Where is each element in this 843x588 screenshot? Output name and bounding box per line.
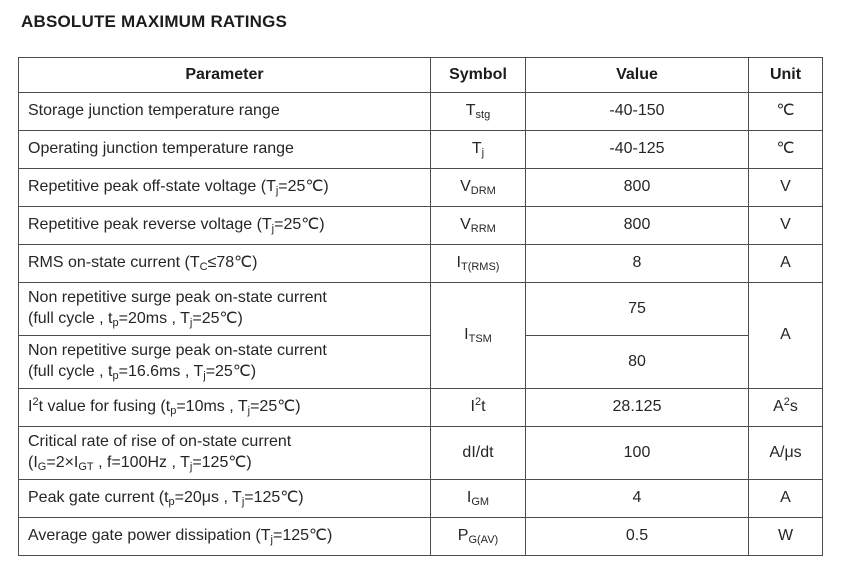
unit-cell: W bbox=[748, 517, 823, 556]
parameter-cell: Average gate power dissipation (Tj=125℃) bbox=[18, 517, 431, 556]
unit-cell: A/μs bbox=[748, 426, 823, 480]
absolute-maximum-ratings-table: Parameter Symbol Value Unit Storage junc… bbox=[18, 57, 823, 556]
value-cell: 800 bbox=[525, 168, 749, 207]
table-row: I2t value for fusing (tp=10ms , Tj=25℃) … bbox=[18, 388, 823, 427]
col-header-value: Value bbox=[525, 57, 749, 93]
col-header-parameter: Parameter bbox=[18, 57, 431, 93]
value-cell: 800 bbox=[525, 206, 749, 245]
table-row: Critical rate of rise of on-state curren… bbox=[18, 426, 823, 480]
unit-cell: V bbox=[748, 206, 823, 245]
table-row: Storage junction temperature range Tstg … bbox=[18, 92, 823, 131]
table-row: Operating junction temperature range Tj … bbox=[18, 130, 823, 169]
table-row: Repetitive peak reverse voltage (Tj=25℃)… bbox=[18, 206, 823, 245]
parameter-cell: Non repetitive surge peak on-state curre… bbox=[18, 282, 431, 336]
value-cell: 4 bbox=[525, 479, 749, 518]
parameter-cell: Non repetitive surge peak on-state curre… bbox=[18, 335, 431, 389]
table-row: Average gate power dissipation (Tj=125℃)… bbox=[18, 517, 823, 556]
value-cell: -40-150 bbox=[525, 92, 749, 131]
col-header-symbol: Symbol bbox=[430, 57, 526, 93]
unit-cell-merged: A bbox=[748, 282, 823, 389]
symbol-cell: VRRM bbox=[430, 206, 526, 245]
table-row: Non repetitive surge peak on-state curre… bbox=[18, 282, 823, 389]
unit-cell: ℃ bbox=[748, 130, 823, 169]
value-cell: -40-125 bbox=[525, 130, 749, 169]
parameter-cell: Storage junction temperature range bbox=[18, 92, 431, 131]
page-title: ABSOLUTE MAXIMUM RATINGS bbox=[21, 12, 288, 31]
symbol-cell: dI/dt bbox=[430, 426, 526, 480]
parameter-cell: Critical rate of rise of on-state curren… bbox=[18, 426, 431, 480]
symbol-cell: VDRM bbox=[430, 168, 526, 207]
table-row: Non repetitive surge peak on-state curre… bbox=[18, 335, 823, 389]
value-cell: 80 bbox=[525, 335, 749, 389]
unit-cell: V bbox=[748, 168, 823, 207]
value-cell: 100 bbox=[525, 426, 749, 480]
value-cell: 8 bbox=[525, 244, 749, 283]
table-row: RMS on-state current (TC≤78℃) IT(RMS) 8 … bbox=[18, 244, 823, 283]
symbol-cell: Tj bbox=[430, 130, 526, 169]
table-row: Peak gate current (tp=20μs , Tj=125℃) IG… bbox=[18, 479, 823, 518]
symbol-cell: Tstg bbox=[430, 92, 526, 131]
value-cell: 28.125 bbox=[525, 388, 749, 427]
unit-cell: A2s bbox=[748, 388, 823, 427]
parameter-cell: Repetitive peak off-state voltage (Tj=25… bbox=[18, 168, 431, 207]
unit-cell: A bbox=[748, 244, 823, 283]
col-header-unit: Unit bbox=[748, 57, 823, 93]
symbol-cell: IT(RMS) bbox=[430, 244, 526, 283]
unit-cell: ℃ bbox=[748, 92, 823, 131]
parameter-cell: Operating junction temperature range bbox=[18, 130, 431, 169]
parameter-cell: I2t value for fusing (tp=10ms , Tj=25℃) bbox=[18, 388, 431, 427]
symbol-cell-merged: ITSM bbox=[430, 282, 526, 389]
parameter-cell: Repetitive peak reverse voltage (Tj=25℃) bbox=[18, 206, 431, 245]
table-row: Repetitive peak off-state voltage (Tj=25… bbox=[18, 168, 823, 207]
value-cell: 75 bbox=[525, 282, 749, 336]
symbol-cell: I2t bbox=[430, 388, 526, 427]
unit-cell: A bbox=[748, 479, 823, 518]
parameter-cell: RMS on-state current (TC≤78℃) bbox=[18, 244, 431, 283]
parameter-cell: Peak gate current (tp=20μs , Tj=125℃) bbox=[18, 479, 431, 518]
table-header-row: Parameter Symbol Value Unit bbox=[18, 57, 823, 93]
symbol-cell: PG(AV) bbox=[430, 517, 526, 556]
symbol-cell: IGM bbox=[430, 479, 526, 518]
value-cell: 0.5 bbox=[525, 517, 749, 556]
